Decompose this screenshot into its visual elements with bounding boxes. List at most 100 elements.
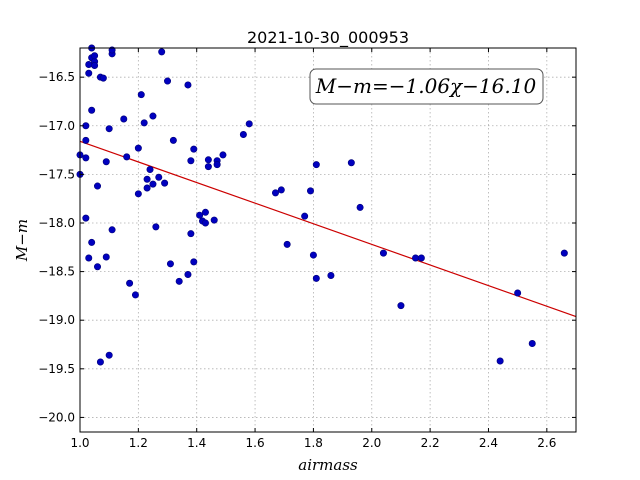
data-point <box>105 351 113 359</box>
data-point <box>175 277 183 285</box>
data-point <box>219 151 227 159</box>
data-point <box>91 61 99 69</box>
data-point <box>102 253 110 261</box>
data-point <box>245 120 253 128</box>
fit-annotation: M−m=−1.06χ−16.10 <box>309 68 544 105</box>
fit-line-group <box>79 140 577 318</box>
data-point <box>239 131 247 139</box>
data-point <box>166 260 174 268</box>
y-tick-label: −19.0 <box>38 313 75 327</box>
data-point <box>309 251 317 259</box>
x-tick-label: 2.6 <box>537 436 556 450</box>
data-point <box>201 208 209 216</box>
data-point <box>204 163 212 171</box>
data-point <box>85 254 93 262</box>
data-point <box>146 166 154 174</box>
x-tick-label: 2.2 <box>421 436 440 450</box>
data-point <box>417 254 425 262</box>
y-axis-label: M−m <box>13 219 31 262</box>
data-point <box>210 216 218 224</box>
data-point <box>347 159 355 167</box>
data-point <box>152 223 160 231</box>
data-point <box>134 144 142 152</box>
data-point <box>158 48 166 56</box>
data-point <box>120 115 128 123</box>
data-point <box>126 279 134 287</box>
y-tick-label: −18.5 <box>38 265 75 279</box>
x-axis-ticks: 1.0 1.2 1.4 1.6 1.8 2.0 2.2 2.4 2.6 <box>70 48 556 450</box>
data-point <box>412 254 420 262</box>
data-point <box>149 180 157 188</box>
data-point <box>143 184 151 192</box>
data-point <box>137 91 145 99</box>
data-point <box>277 186 285 194</box>
data-point <box>312 274 320 282</box>
data-point <box>356 203 364 211</box>
data-point <box>134 190 142 198</box>
data-point <box>190 258 198 266</box>
x-tick-label: 2.0 <box>362 436 381 450</box>
annotation-box <box>309 68 544 105</box>
data-point <box>201 219 209 227</box>
x-tick-label: 1.8 <box>304 436 323 450</box>
data-point <box>102 158 110 166</box>
data-point <box>196 211 204 219</box>
data-point <box>108 226 116 234</box>
data-point <box>327 271 335 279</box>
data-point <box>143 175 151 183</box>
data-point <box>85 61 93 69</box>
data-point <box>140 119 148 127</box>
x-tick-label: 1.6 <box>246 436 265 450</box>
data-point <box>204 156 212 164</box>
data-point <box>131 291 139 299</box>
data-point <box>528 340 536 348</box>
chart-title: 2021-10-30_000953 <box>247 28 409 48</box>
data-point <box>379 249 387 257</box>
x-axis-label: airmass <box>298 456 358 474</box>
data-point <box>96 358 104 366</box>
data-point <box>94 182 102 190</box>
annotation-text: M−m=−1.06χ−16.10 <box>315 74 537 98</box>
plot-frame <box>79 47 577 433</box>
y-tick-label: −19.5 <box>38 362 75 376</box>
data-point <box>496 357 504 365</box>
data-point <box>184 271 192 279</box>
x-tick-label: 1.2 <box>129 436 148 450</box>
data-point <box>312 161 320 169</box>
fit-line <box>79 140 577 318</box>
x-tick-label: 1.0 <box>70 436 89 450</box>
data-point <box>213 161 221 169</box>
data-point <box>301 212 309 220</box>
data-point <box>91 52 99 60</box>
data-point <box>306 187 314 195</box>
data-point <box>123 153 131 161</box>
y-tick-label: −20.0 <box>38 410 75 424</box>
data-point <box>161 179 169 187</box>
data-point <box>94 263 102 271</box>
data-point <box>155 173 163 181</box>
data-point <box>169 136 177 144</box>
y-tick-label: −17.5 <box>38 167 75 181</box>
data-point <box>514 289 522 297</box>
data-point <box>187 157 195 165</box>
data-point <box>88 238 96 246</box>
data-point <box>82 154 90 162</box>
y-tick-label: −17.0 <box>38 119 75 133</box>
data-point <box>271 189 279 197</box>
data-point <box>85 69 93 77</box>
x-tick-label: 2.4 <box>479 436 498 450</box>
data-point <box>149 112 157 120</box>
y-tick-label: −16.5 <box>38 70 75 84</box>
data-point <box>164 77 172 85</box>
data-point <box>283 240 291 248</box>
data-point <box>105 125 113 133</box>
data-point <box>184 81 192 89</box>
y-axis-ticks: −16.5 −17.0 −17.5 −18.0 −18.5 −19.0 −19.5 −20.0 <box>38 70 576 424</box>
x-tick-label: 1.4 <box>187 436 206 450</box>
data-point <box>397 302 405 310</box>
data-point <box>560 249 568 257</box>
y-tick-label: −18.0 <box>38 216 75 230</box>
data-point <box>190 145 198 153</box>
data-point <box>187 230 195 238</box>
